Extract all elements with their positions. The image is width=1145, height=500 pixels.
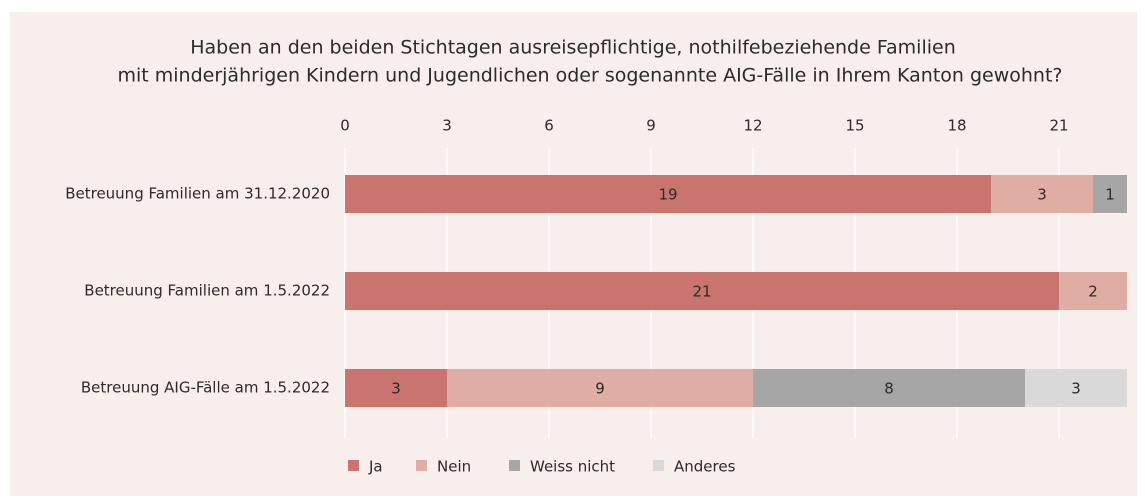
- data-label: 1: [1105, 186, 1115, 204]
- legend-label: Anderes: [674, 458, 736, 476]
- legend-swatch: [416, 460, 427, 471]
- legend-label: Nein: [437, 458, 471, 476]
- legend-swatch: [653, 460, 664, 471]
- x-tick-label: 15: [845, 117, 864, 135]
- bar-segment: [1093, 175, 1127, 213]
- data-label: 2: [1088, 283, 1098, 301]
- y-tick-label: Betreuung AIG-Fälle am 1.5.2022: [81, 379, 330, 397]
- legend-label: Ja: [368, 458, 383, 476]
- legend-swatch: [509, 460, 520, 471]
- data-label: 21: [692, 283, 711, 301]
- data-label: 19: [658, 186, 677, 204]
- bar-segment: [1025, 369, 1127, 407]
- data-label: 3: [391, 380, 401, 398]
- bar-segment: [345, 369, 447, 407]
- x-tick-label: 21: [1049, 117, 1068, 135]
- bar-segment: [1059, 272, 1127, 310]
- legend-swatch: [348, 460, 359, 471]
- chart-background: [10, 12, 1137, 496]
- chart-title: Haben an den beiden Stichtagen ausreisep…: [190, 37, 956, 59]
- x-tick-label: 0: [340, 117, 350, 135]
- bar-segment: [345, 272, 1059, 310]
- legend-label: Weiss nicht: [530, 458, 615, 476]
- x-tick-label: 18: [947, 117, 966, 135]
- x-tick-label: 3: [442, 117, 452, 135]
- x-tick-label: 9: [646, 117, 656, 135]
- bar-segment: [991, 175, 1093, 213]
- data-label: 3: [1071, 380, 1081, 398]
- x-tick-label: 12: [743, 117, 762, 135]
- y-tick-label: Betreuung Familien am 31.12.2020: [65, 185, 330, 203]
- data-label: 9: [595, 380, 605, 398]
- x-tick-label: 6: [544, 117, 554, 135]
- chart-title: mit minderjährigen Kindern und Jugendlic…: [117, 65, 1062, 87]
- bar-segment: [447, 369, 753, 407]
- bar-segment: [345, 175, 991, 213]
- y-tick-label: Betreuung Familien am 1.5.2022: [84, 282, 330, 300]
- data-label: 8: [884, 380, 894, 398]
- bar-segment: [753, 369, 1025, 407]
- data-label: 3: [1037, 186, 1047, 204]
